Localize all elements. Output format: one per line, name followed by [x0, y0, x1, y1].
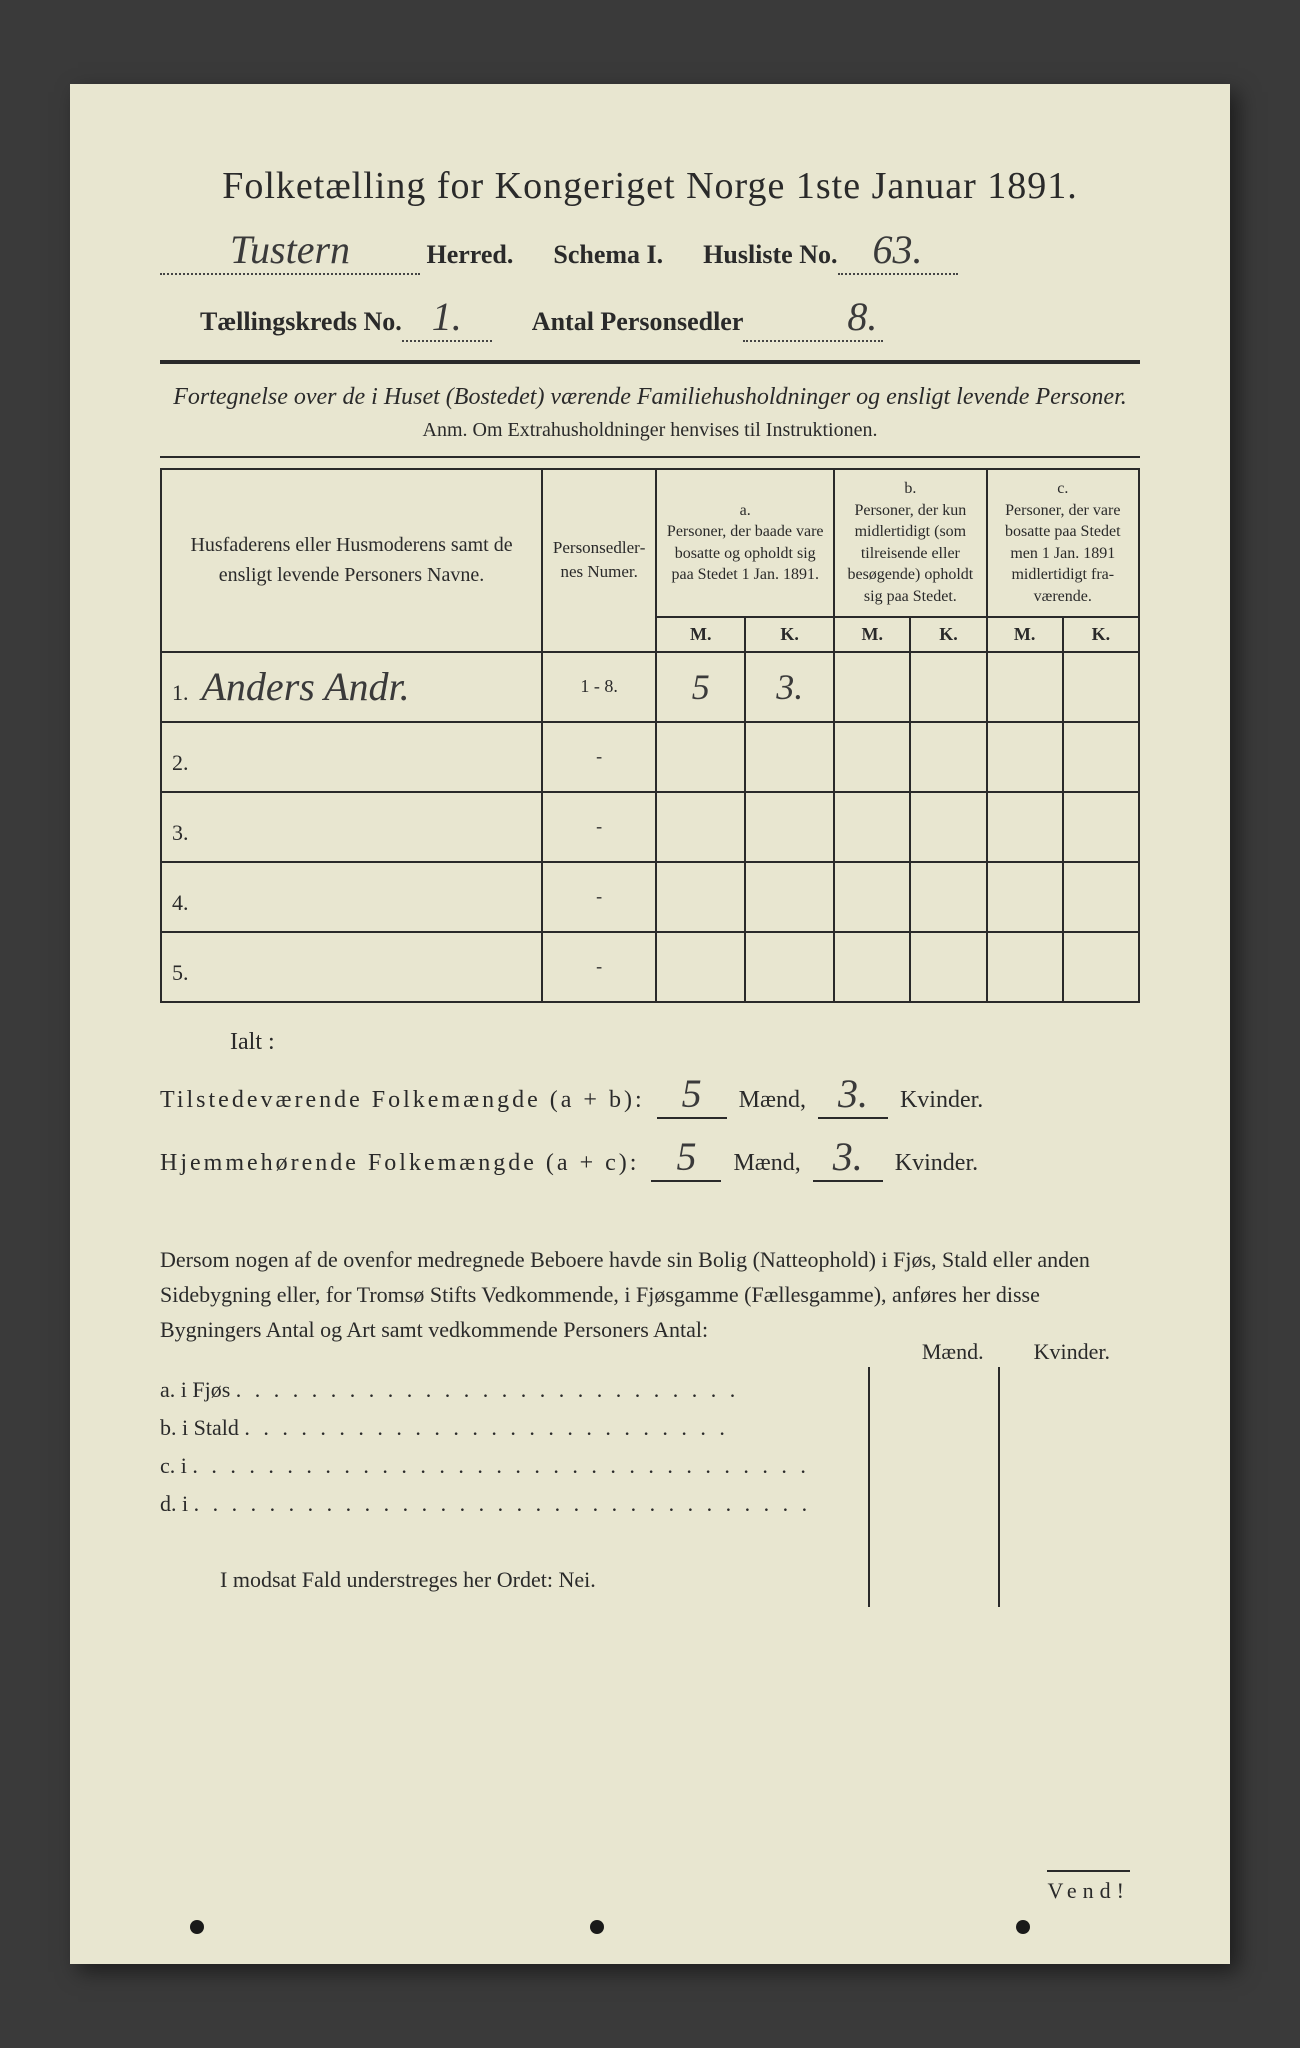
table-row: 1. Anders Andr.1 - 8.53. [161, 652, 1139, 722]
hjemme-m: 5 [651, 1133, 721, 1182]
table-row: 4. - [161, 862, 1139, 932]
divider [160, 360, 1140, 364]
mk-header: Mænd. Kvinder. [922, 1339, 1110, 1365]
nei-line: I modsat Fald understreges her Ordet: Ne… [220, 1567, 1140, 1593]
ialt-label: Ialt : [230, 1029, 1140, 1056]
col-a-m: M. [656, 617, 745, 652]
col-names: Husfaderens eller Husmoderens samt de en… [161, 469, 542, 652]
ink-spot [590, 1920, 604, 1934]
ink-spot [1016, 1920, 1030, 1934]
totals-block: Ialt : Tilstedeværende Folkemængde (a + … [160, 1029, 1140, 1182]
sep [998, 1367, 1000, 1607]
col-b: b. Personer, der kun midlertidigt (som t… [834, 469, 986, 617]
husliste-no: 63. [838, 226, 958, 275]
ink-spot [190, 1920, 204, 1934]
herred-label: Herred. [427, 240, 514, 270]
table-row: 2. - [161, 722, 1139, 792]
col-c-m: M. [987, 617, 1063, 652]
antal-no: 8. [743, 293, 883, 342]
antal-label: Antal Personsedler [532, 307, 744, 337]
bygn-d: d. i . . . . . . . . . . . . . . . . . .… [160, 1491, 1140, 1517]
kreds-label: Tællingskreds No. [200, 307, 402, 337]
col-b-k: K. [910, 617, 986, 652]
col-c-k: K. [1063, 617, 1139, 652]
herred-value: Tustern [160, 226, 420, 275]
vend-label: Vend! [1047, 1870, 1130, 1904]
col-a: a. Personer, der baade vare bosatte og o… [656, 469, 834, 617]
hjemme-k: 3. [813, 1133, 883, 1182]
col-c: c. Personer, der vare bosatte paa Stedet… [987, 469, 1139, 617]
bygn-a: a. i Fjøs . . . . . . . . . . . . . . . … [160, 1377, 1140, 1403]
hjemme-row: Hjemmehørende Folkemængde (a + c): 5 Mæn… [160, 1133, 1140, 1182]
bygn-c: c. i . . . . . . . . . . . . . . . . . .… [160, 1453, 1140, 1479]
sep [868, 1367, 870, 1607]
header-line-1: Tustern Herred. Schema I. Husliste No. 6… [160, 226, 1140, 275]
subtitle: Fortegnelse over de i Huset (Bostedet) v… [160, 384, 1140, 411]
schema-label: Schema I. [553, 240, 663, 270]
table-row: 3. - [161, 792, 1139, 862]
dersom-paragraph: Dersom nogen af de ovenfor medregnede Be… [160, 1242, 1140, 1348]
census-table: Husfaderens eller Husmoderens samt de en… [160, 468, 1140, 1003]
husliste-label: Husliste No. [703, 240, 837, 270]
col-a-k: K. [745, 617, 834, 652]
col-b-m: M. [834, 617, 910, 652]
tilstede-row: Tilstedeværende Folkemængde (a + b): 5 M… [160, 1070, 1140, 1119]
col-numer: Person­sedler­nes Numer. [542, 469, 656, 652]
header-line-2: Tællingskreds No. 1. Antal Personsedler … [160, 293, 1140, 342]
anm-note: Anm. Om Extrahusholdninger henvises til … [160, 419, 1140, 442]
bygninger-block: Mænd. Kvinder. a. i Fjøs . . . . . . . .… [160, 1377, 1140, 1517]
table-row: 5. - [161, 932, 1139, 1002]
census-form-page: Folketælling for Kongeriget Norge 1ste J… [70, 84, 1230, 1964]
divider [160, 456, 1140, 458]
page-title: Folketælling for Kongeriget Norge 1ste J… [160, 164, 1140, 208]
tilstede-k: 3. [818, 1070, 888, 1119]
kreds-no: 1. [402, 293, 492, 342]
tilstede-m: 5 [657, 1070, 727, 1119]
bygn-b: b. i Stald . . . . . . . . . . . . . . .… [160, 1415, 1140, 1441]
